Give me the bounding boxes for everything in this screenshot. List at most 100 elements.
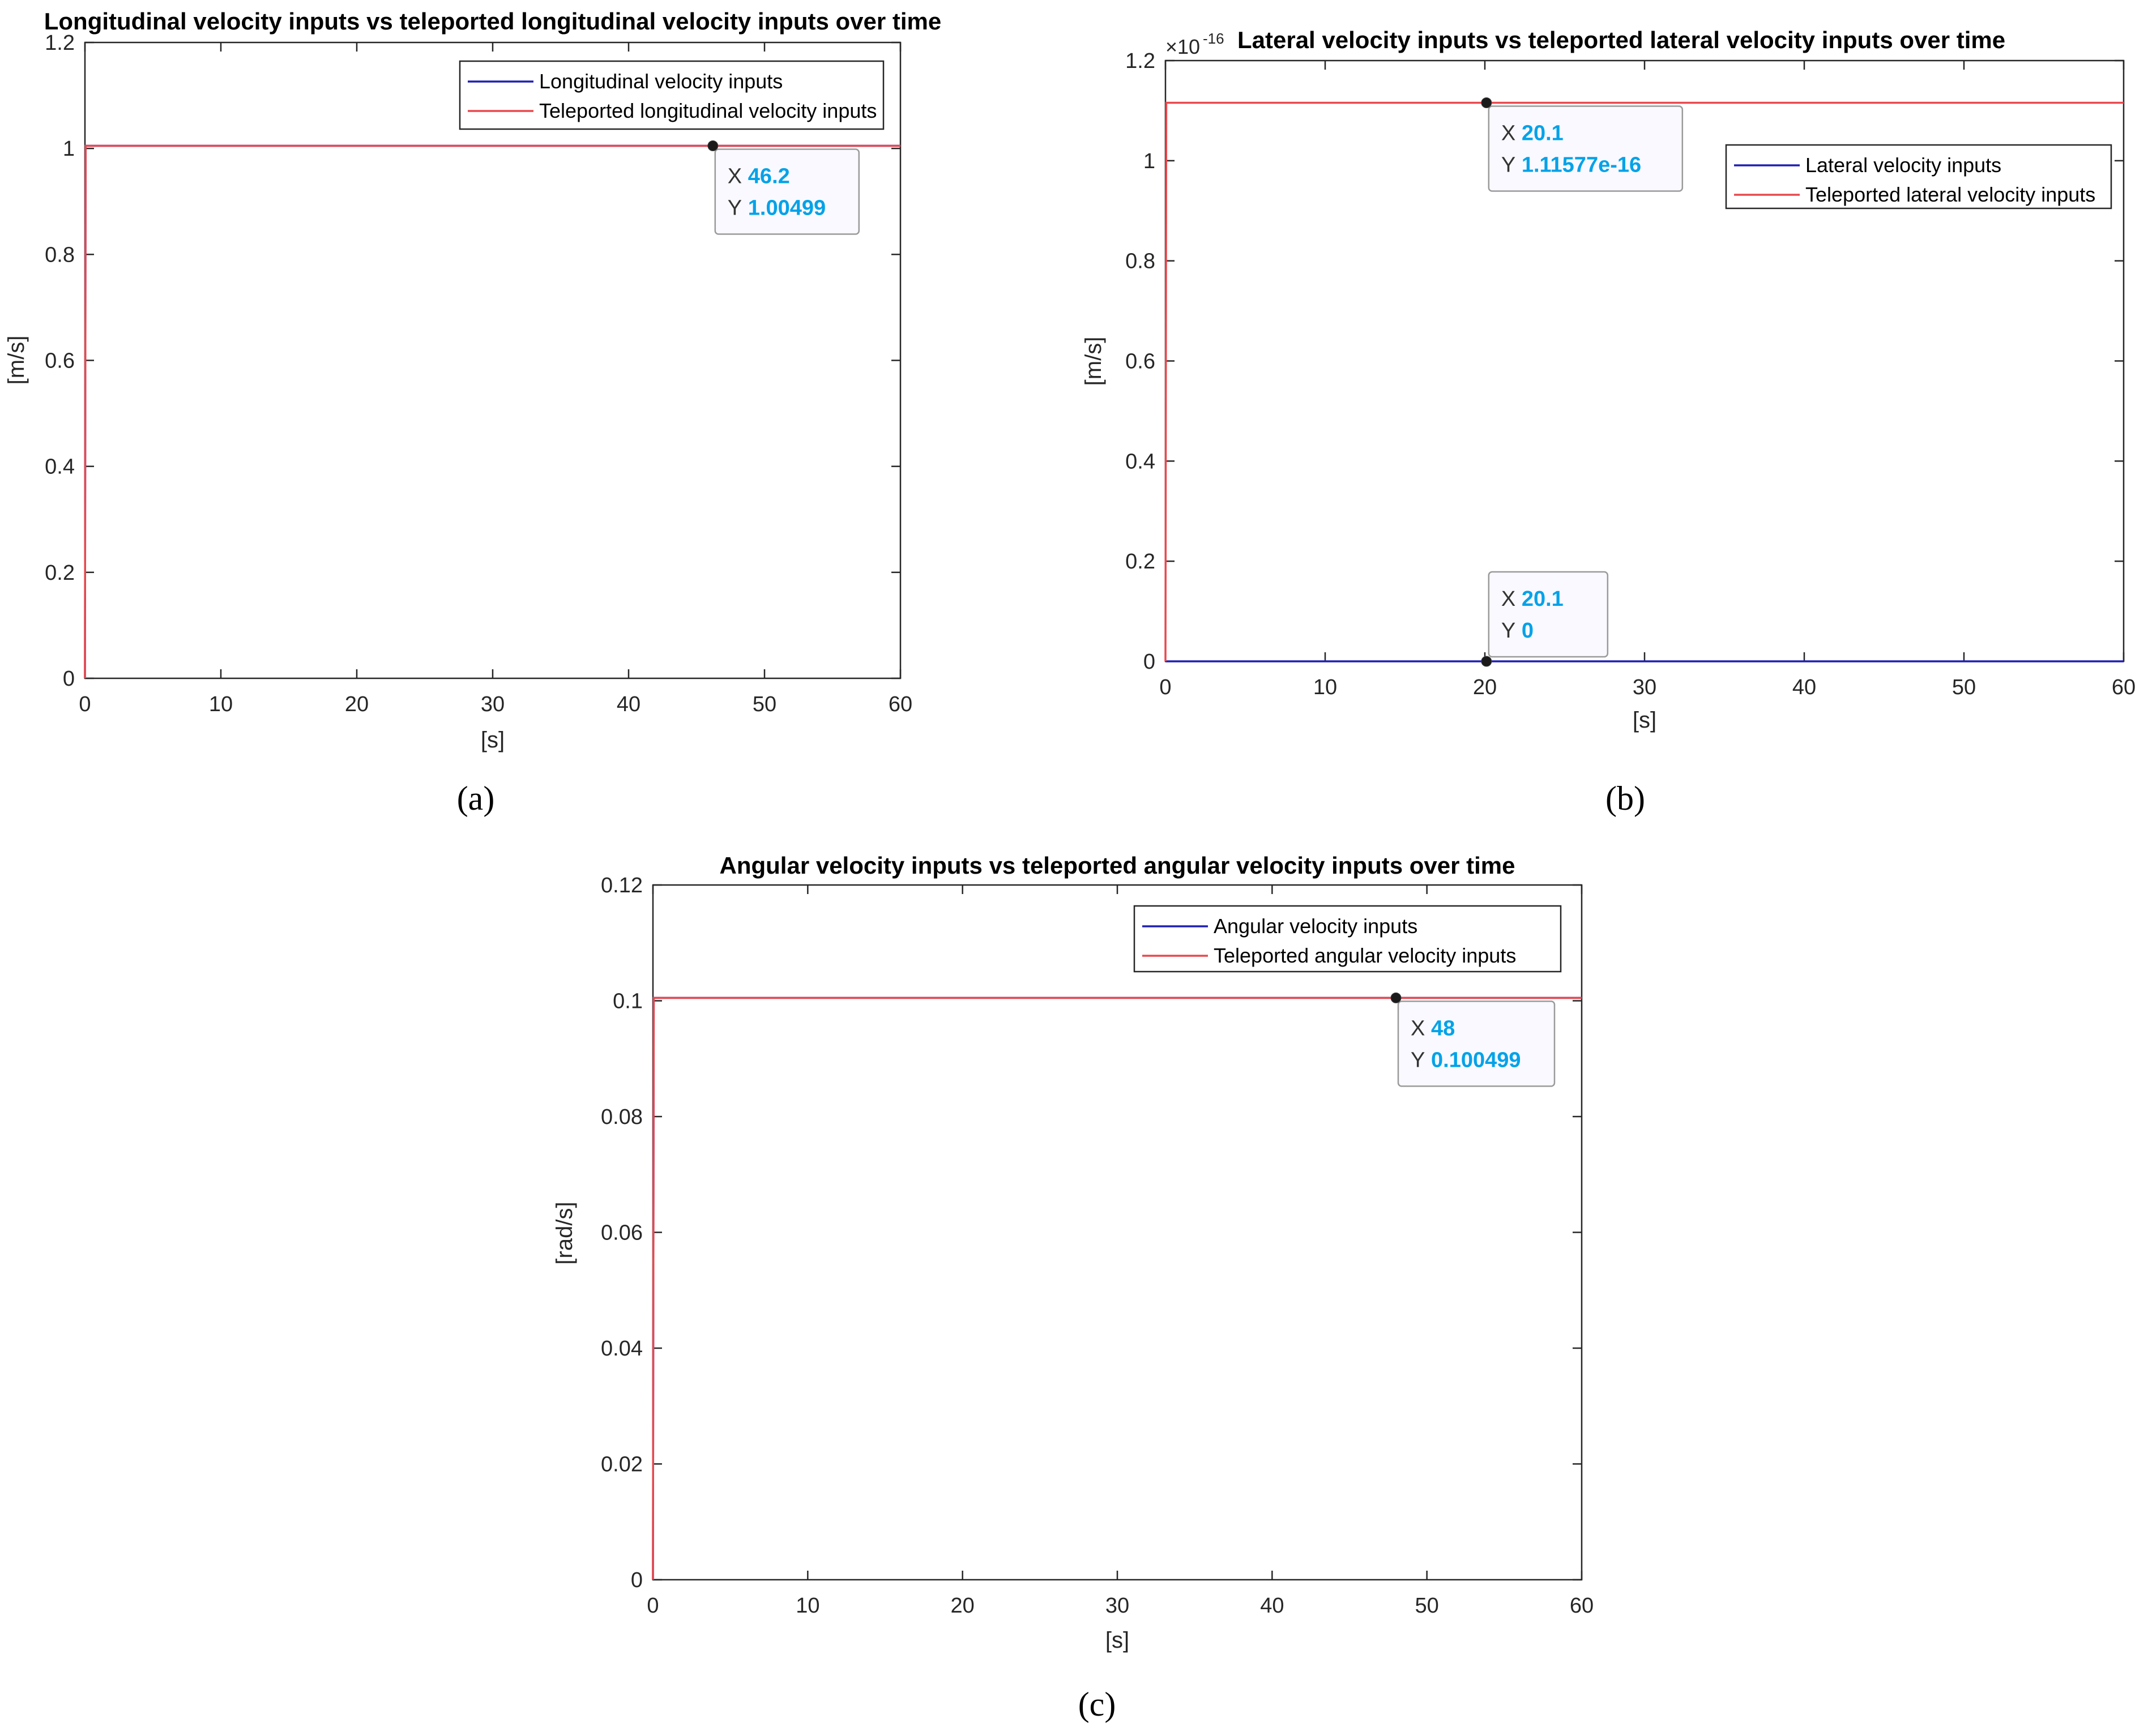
x-tick-label: 40 xyxy=(617,692,640,716)
x-tick-label: 50 xyxy=(1415,1594,1439,1618)
x-tick-label: 60 xyxy=(1570,1594,1594,1618)
y-tick-label: 0.2 xyxy=(45,561,75,585)
y-axis-label: [m/s] xyxy=(1081,337,1106,386)
chart-title: Longitudinal velocity inputs vs teleport… xyxy=(44,8,942,35)
datatip[interactable]: X 20.1 Y 0 xyxy=(1481,571,1609,667)
x-axis-label: [s] xyxy=(1633,708,1656,733)
y-axis-label: [m/s] xyxy=(4,336,29,385)
legend-box xyxy=(1133,905,1562,973)
datatip-box xyxy=(714,148,860,235)
datatip-marker xyxy=(1390,992,1402,1003)
y-exponent-label: ×10 -16 xyxy=(1165,30,1224,58)
chart-panel-1: 0 10 20 30 40 50 6000.20.40.60.811.2Longitudin… xyxy=(4,8,941,817)
y-tick-label: 0.2 xyxy=(1125,550,1155,574)
x-tick-label: 0 xyxy=(1159,675,1171,699)
datatip-y-value: 0.100499 xyxy=(1431,1048,1521,1072)
datatip-y-value: 0 xyxy=(1522,619,1534,643)
datatip[interactable]: X 20.1 Y 1.11577e-16 xyxy=(1481,97,1684,192)
y-tick-label: 0.8 xyxy=(1125,250,1155,273)
y-tick-label: 0.4 xyxy=(45,455,75,479)
y-tick-label: 0.6 xyxy=(45,349,75,373)
y-tick-label: 1 xyxy=(1143,149,1155,173)
series-line-2 xyxy=(84,144,900,679)
svg-text:×10: ×10 xyxy=(1165,35,1200,58)
panel-label: (b) xyxy=(1605,780,1645,817)
y-tick-label: 0.08 xyxy=(601,1105,643,1129)
chart-title: Lateral velocity inputs vs teleported la… xyxy=(1237,27,2005,53)
legend-entry: Teleported longitudinal velocity inputs xyxy=(539,99,877,122)
legend-entry: Longitudinal velocity inputs xyxy=(539,70,783,93)
y-tick-label: 0.4 xyxy=(1125,450,1155,473)
y-tick-label: 0 xyxy=(63,667,75,691)
datatip-box xyxy=(1488,105,1684,192)
x-tick-label: 50 xyxy=(1952,675,1976,699)
datatip-x-value: 20.1 xyxy=(1522,121,1564,145)
datatip-x-key: X xyxy=(1411,1016,1425,1040)
x-tick-label: 30 xyxy=(481,692,505,716)
y-tick-label: 0 xyxy=(1143,650,1155,674)
datatip-y-key: Y xyxy=(1501,619,1515,643)
legend-box xyxy=(1725,144,2112,209)
datatip-y-key: Y xyxy=(1411,1048,1425,1072)
chart-panel-3: 0 10 20 30 40 50 60 0 0.02 0.04 0.06 0.08 0.1 0.12 Ang… xyxy=(552,852,1594,1723)
panel-label: (a) xyxy=(457,780,495,817)
datatip-box xyxy=(1397,1000,1556,1087)
datatip-marker xyxy=(707,140,719,151)
svg-text:-16: -16 xyxy=(1203,30,1224,47)
y-tick-label: 1.2 xyxy=(45,31,75,55)
legend-entry: Teleported lateral velocity inputs xyxy=(1805,183,2095,206)
x-axis-label: [s] xyxy=(1105,1628,1129,1653)
x-tick-label: 10 xyxy=(796,1594,819,1618)
legend: Longitudinal velocity inputs Teleported l… xyxy=(459,60,885,130)
datatip[interactable]: X 48Y 0.100499 xyxy=(1390,992,1556,1087)
legend: Angular velocity inputs Teleported angula… xyxy=(1133,905,1562,973)
x-tick-label: 40 xyxy=(1792,675,1816,699)
x-tick-label: 60 xyxy=(889,692,912,716)
datatip[interactable]: X 46.2Y 1.00499 xyxy=(707,140,860,235)
x-tick-label: 10 xyxy=(1313,675,1337,699)
x-tick-label: 20 xyxy=(345,692,369,716)
datatip-x-key: X xyxy=(728,164,742,188)
legend: Lateral velocity inputs Teleported latera… xyxy=(1725,144,2112,209)
y-tick-label: 0.8 xyxy=(45,243,75,267)
datatip-y-value: 1.00499 xyxy=(748,196,826,220)
datatip-y-key: Y xyxy=(1501,153,1515,177)
datatip-x-key: X xyxy=(1501,121,1515,145)
x-tick-label: 50 xyxy=(753,692,776,716)
y-tick-label: 0.1 xyxy=(613,990,643,1014)
x-tick-label: 20 xyxy=(951,1594,975,1618)
datatip-y-value: 1.11577e-16 xyxy=(1522,153,1641,177)
series-line-2 xyxy=(1164,101,2124,662)
panel-label: (c) xyxy=(1078,1686,1116,1723)
chart-title: Angular velocity inputs vs teleported an… xyxy=(720,852,1515,879)
y-tick-label: 1.2 xyxy=(1125,49,1155,73)
legend-box xyxy=(459,60,885,130)
x-tick-label: 60 xyxy=(2112,675,2136,699)
x-tick-label: 0 xyxy=(647,1594,659,1618)
x-tick-label: 20 xyxy=(1473,675,1497,699)
plot-area xyxy=(84,41,902,679)
series-line-2 xyxy=(652,997,1582,1580)
datatip-x-value: 20.1 xyxy=(1522,587,1564,611)
chart-panel-2: 0 10 20 30 40 50 60 0 0.2 0.4 0.6 0.8 1 1.2 ×10 -16 Late… xyxy=(1081,27,2136,817)
legend-entry: Angular velocity inputs xyxy=(1214,914,1417,938)
y-axis-label: [rad/s] xyxy=(552,1201,577,1264)
datatip-x-key: X xyxy=(1501,587,1515,611)
y-tick-label: 0.6 xyxy=(1125,350,1155,374)
datatip-y-key: Y xyxy=(728,196,742,220)
y-tick-label: 0.12 xyxy=(601,874,643,897)
y-tick-label: 1 xyxy=(63,137,75,161)
x-tick-label: 30 xyxy=(1105,1594,1129,1618)
y-tick-label: 0.04 xyxy=(601,1337,643,1361)
y-tick-label: 0.06 xyxy=(601,1221,643,1245)
datatip-marker xyxy=(1481,97,1492,108)
x-tick-label: 0 xyxy=(79,692,91,716)
x-tick-label: 30 xyxy=(1633,675,1656,699)
legend-entry: Teleported angular velocity inputs xyxy=(1214,944,1516,967)
datatip-x-value: 48 xyxy=(1431,1016,1455,1040)
y-tick-label: 0 xyxy=(631,1568,643,1592)
datatip-marker xyxy=(1481,656,1492,667)
legend-entry: Lateral velocity inputs xyxy=(1805,153,2001,177)
datatip-box xyxy=(1488,571,1609,658)
